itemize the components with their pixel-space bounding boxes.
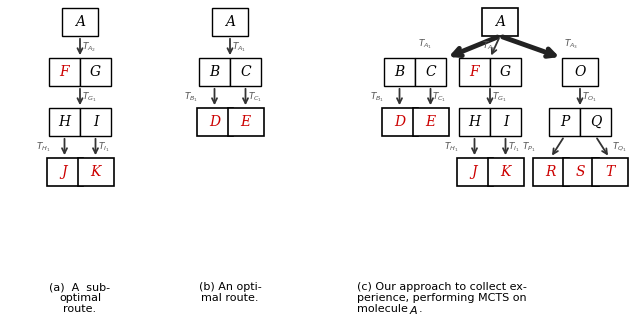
Text: (c) Our approach to collect ex-: (c) Our approach to collect ex-: [357, 282, 527, 292]
Text: H: H: [468, 115, 481, 129]
Bar: [591, 158, 627, 186]
Text: A: A: [225, 15, 235, 29]
Bar: [490, 58, 521, 86]
Text: $T_{G_1}$: $T_{G_1}$: [82, 90, 97, 104]
Text: J: J: [472, 165, 477, 179]
Text: S: S: [576, 165, 585, 179]
Text: $T_{G_1}$: $T_{G_1}$: [492, 90, 507, 104]
Bar: [549, 108, 580, 136]
Text: I: I: [503, 115, 508, 129]
Bar: [482, 8, 518, 36]
Text: .: .: [419, 304, 422, 314]
Text: $T_{A_2}$: $T_{A_2}$: [82, 40, 96, 54]
Text: G: G: [500, 65, 511, 79]
Bar: [490, 108, 521, 136]
Text: $T_{A_1}$: $T_{A_1}$: [418, 37, 432, 51]
Bar: [199, 58, 230, 86]
Text: R: R: [545, 165, 556, 179]
Bar: [212, 8, 248, 36]
Text: F: F: [60, 65, 69, 79]
Bar: [580, 108, 611, 136]
Text: $T_{A_3}$: $T_{A_3}$: [564, 37, 578, 51]
Text: $T_{A_1}$: $T_{A_1}$: [232, 40, 246, 54]
Text: T: T: [605, 165, 614, 179]
Text: optimal: optimal: [59, 293, 101, 303]
Bar: [230, 58, 261, 86]
Text: K: K: [90, 165, 100, 179]
Bar: [563, 158, 598, 186]
Bar: [77, 158, 113, 186]
Text: (b) An opti-: (b) An opti-: [198, 282, 261, 292]
Bar: [80, 58, 111, 86]
Text: I: I: [93, 115, 99, 129]
Bar: [459, 108, 490, 136]
Text: B: B: [209, 65, 220, 79]
Text: $T_{C_1}$: $T_{C_1}$: [248, 90, 262, 104]
Text: $T_{Q_1}$: $T_{Q_1}$: [611, 140, 627, 154]
Bar: [415, 58, 446, 86]
Text: $T_{H_1}$: $T_{H_1}$: [36, 140, 51, 154]
Text: G: G: [90, 65, 101, 79]
Text: E: E: [241, 115, 251, 129]
Text: $T_{B_1}$: $T_{B_1}$: [184, 90, 198, 104]
Text: B: B: [394, 65, 404, 79]
Bar: [488, 158, 524, 186]
Text: $T_{A_2}$: $T_{A_2}$: [482, 39, 496, 53]
Text: K: K: [500, 165, 511, 179]
Bar: [562, 58, 598, 86]
Text: perience, performing MCTS on: perience, performing MCTS on: [357, 293, 527, 303]
Text: P: P: [560, 115, 569, 129]
Bar: [227, 108, 264, 136]
Text: C: C: [425, 65, 436, 79]
Bar: [47, 158, 83, 186]
Text: A: A: [75, 15, 85, 29]
Text: $T_{P_1}$: $T_{P_1}$: [522, 140, 536, 154]
Text: Q: Q: [590, 115, 601, 129]
Bar: [532, 158, 568, 186]
Bar: [80, 108, 111, 136]
Text: $T_{C_1}$: $T_{C_1}$: [433, 90, 447, 104]
Bar: [384, 58, 415, 86]
Bar: [49, 108, 80, 136]
Bar: [456, 158, 493, 186]
Bar: [196, 108, 232, 136]
Text: (a)  A  sub-: (a) A sub-: [49, 282, 111, 292]
Text: $T_{I_1}$: $T_{I_1}$: [97, 140, 109, 154]
Text: O: O: [574, 65, 586, 79]
Text: $T_{B_1}$: $T_{B_1}$: [369, 90, 384, 104]
Text: J: J: [61, 165, 67, 179]
Text: $T_{I_1}$: $T_{I_1}$: [508, 140, 519, 154]
Text: H: H: [58, 115, 70, 129]
Text: D: D: [394, 115, 405, 129]
Text: $T_{O_1}$: $T_{O_1}$: [582, 90, 597, 104]
Text: mal route.: mal route.: [201, 293, 259, 303]
Text: route.: route.: [63, 304, 97, 314]
Bar: [381, 108, 417, 136]
Bar: [62, 8, 98, 36]
Text: F: F: [470, 65, 479, 79]
Text: A: A: [495, 15, 505, 29]
Bar: [413, 108, 449, 136]
Bar: [49, 58, 80, 86]
Text: E: E: [426, 115, 436, 129]
Text: $A$: $A$: [409, 304, 419, 316]
Bar: [459, 58, 490, 86]
Text: D: D: [209, 115, 220, 129]
Text: molecule: molecule: [357, 304, 412, 314]
Text: $T_{H_1}$: $T_{H_1}$: [445, 140, 459, 154]
Text: C: C: [240, 65, 251, 79]
